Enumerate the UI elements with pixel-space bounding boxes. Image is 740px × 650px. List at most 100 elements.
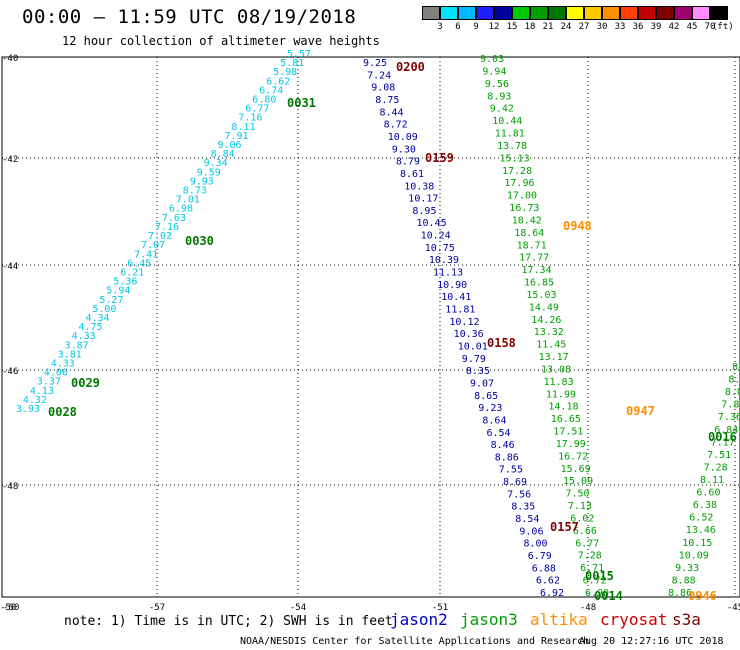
lat-tick-label: -40 [2, 54, 18, 64]
legend-altika: altika [530, 610, 588, 629]
time-label: 0016 [708, 430, 737, 444]
time-label: 0158 [487, 336, 516, 350]
wave-height-label: 11.45 [536, 340, 566, 351]
wave-height-label: 6.98 [169, 204, 193, 215]
wave-height-label: 17.96 [504, 178, 534, 189]
wave-height-label: 8.69 [503, 477, 527, 488]
wave-height-label: 7.28 [704, 462, 728, 473]
time-label: 0948 [563, 219, 592, 233]
wave-height-label: 16.73 [509, 203, 539, 214]
colorbar-label: 9 [473, 22, 479, 32]
footer-timestamp: Aug 20 12:27:16 UTC 2018 [579, 636, 724, 647]
wave-height-label: 7.56 [507, 489, 531, 500]
corner-lon-label: -60 [3, 603, 20, 613]
wave-height-label: 5.00 [92, 304, 116, 315]
wave-height-label: 10.15 [682, 538, 712, 549]
wave-height-label: 7.63 [162, 213, 186, 224]
colorbar-label: 70 [704, 22, 716, 32]
wave-height-label: 8.84 [211, 149, 235, 160]
wave-height-label: 18.71 [517, 240, 547, 251]
footer-credit: NOAA/NESDIS Center for Satellite Applica… [240, 636, 590, 647]
wave-height-label: 16.72 [558, 451, 588, 462]
colorbar-swatch [566, 6, 584, 20]
wave-height-label: 17.00 [507, 191, 537, 202]
colorbar-swatch [530, 6, 548, 20]
wave-height-label: 7.01 [176, 195, 200, 206]
wave-height-label: 6.74 [259, 85, 283, 96]
wave-height-label: 15.13 [500, 153, 530, 164]
page-subtitle: 12 hour collection of altimeter wave hei… [62, 34, 380, 48]
wave-height-label: 13.32 [534, 327, 564, 338]
wave-height-label: 8.95 [412, 206, 436, 217]
wave-height-label: 17.99 [556, 439, 586, 450]
colorbar-swatch [548, 6, 566, 20]
wave-height-label: 4.33 [51, 359, 75, 370]
lon-tick-label: -54 [290, 603, 306, 613]
wave-height-label: 9.79 [462, 354, 486, 365]
wave-height-label: 7.17 [711, 437, 735, 448]
colorbar-swatch [602, 6, 620, 20]
wave-height-label: 6.62 [266, 76, 290, 87]
wave-height-label: 9.42 [490, 104, 514, 115]
legend-s3a: s3a [672, 610, 701, 629]
wave-height-label: 4.75 [79, 322, 103, 333]
wave-height-label: 7.51 [707, 450, 731, 461]
colorbar-label: 6 [455, 22, 461, 32]
wave-height-label: 4.32 [23, 395, 47, 406]
wave-height-label: 8.09 [725, 387, 740, 398]
wave-height-label: 6.90 [585, 588, 609, 599]
wave-height-label: 5.36 [113, 277, 137, 288]
time-label: 0015 [585, 569, 614, 583]
wave-height-label: 8.35 [511, 502, 535, 513]
corner-lat-label: -50 [0, 603, 17, 613]
wave-height-label: 9.30 [392, 144, 416, 155]
wave-height-label: 6.77 [575, 538, 599, 549]
wave-height-label: 8.65 [474, 391, 498, 402]
legend-jason3: jason3 [460, 610, 518, 629]
wave-height-label: 7.16 [155, 222, 179, 233]
wave-height-label: 17.77 [519, 253, 549, 264]
wave-height-label: 6.60 [696, 488, 720, 499]
wave-height-label: 11.81 [445, 305, 475, 316]
wave-height-label: 8.72 [384, 120, 408, 131]
colorbar-swatch [620, 6, 638, 20]
wave-height-label: 6.52 [689, 513, 713, 524]
wave-height-label: 8.11 [231, 122, 255, 133]
legend-cryosat: cryosat [600, 610, 668, 629]
wave-height-label: 8.35 [466, 366, 490, 377]
wave-height-label: 3.81 [58, 349, 82, 360]
wave-height-label: 5.94 [106, 286, 130, 297]
colorbar-swatch [710, 6, 728, 20]
wave-height-label: 11.83 [544, 377, 574, 388]
time-label: 0030 [185, 234, 214, 248]
lat-tick-label: -46 [2, 367, 18, 377]
colorbar-label: 12 [488, 22, 500, 32]
colorbar-swatch [422, 6, 440, 20]
colorbar-swatch [638, 6, 656, 20]
wave-height-label: 9.23 [478, 403, 502, 414]
wave-height-label: 17.34 [522, 265, 552, 276]
wave-height-label: 10.39 [429, 255, 459, 266]
colorbar-label: 30 [596, 22, 608, 32]
wave-height-label: 9.25 [363, 58, 387, 69]
wave-height-label: 6.62 [536, 576, 560, 587]
time-label: 0031 [287, 96, 316, 110]
wave-height-label: 5.81 [280, 58, 304, 69]
wave-height-label: 6.77 [245, 104, 269, 115]
wave-height-label: 8.86 [495, 452, 519, 463]
wave-height-label: 13.46 [686, 525, 716, 536]
wave-height-label: 10.12 [449, 317, 479, 328]
wave-height-label: 7.07 [141, 240, 165, 251]
wave-height-label: 16.85 [524, 278, 554, 289]
wave-height-label: 9.59 [197, 167, 221, 178]
wave-height-label: 8.61 [400, 169, 424, 180]
wave-height-label: 7.55 [499, 465, 523, 476]
colorbar-label: 39 [650, 22, 662, 32]
wave-height-label: 6.66 [573, 526, 597, 537]
wave-height-label: 7.13 [568, 501, 592, 512]
wave-height-label: 4.33 [72, 331, 96, 342]
time-label: 0947 [626, 404, 655, 418]
wave-height-label: 7.24 [367, 70, 391, 81]
footer-note: note: 1) Time is in UTC; 2) SWH is in fe… [64, 614, 393, 629]
